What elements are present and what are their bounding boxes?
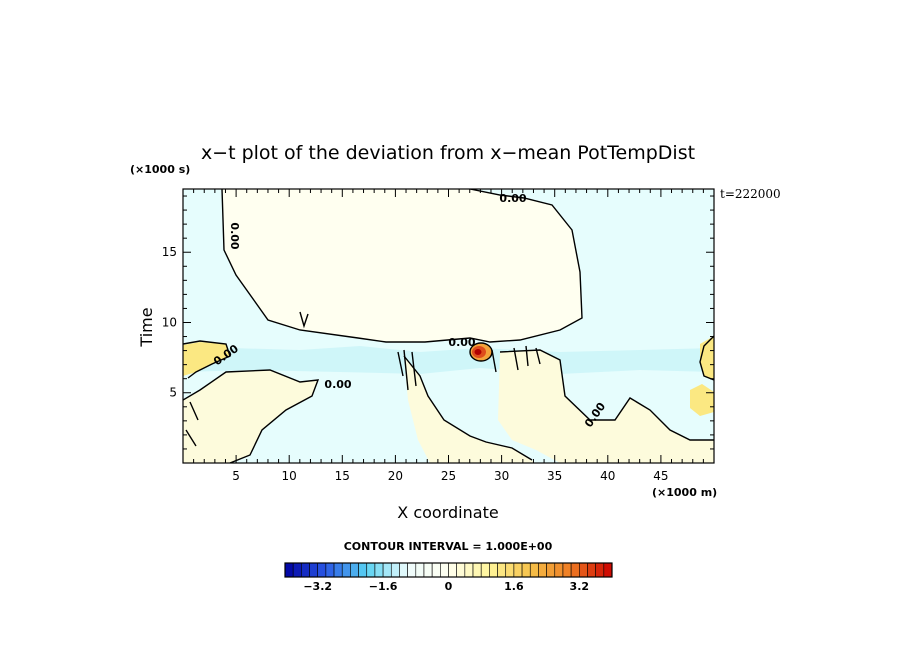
contour-label: 0.00 [448, 336, 475, 349]
colorbar-swatch [464, 562, 474, 578]
yellow-patch-bottom-right [690, 384, 714, 416]
contour-band-top [183, 340, 231, 379]
contour-upper [221, 189, 583, 343]
x-unit-label: (×1000 m) [652, 486, 717, 499]
colorbar-swatch [374, 562, 384, 578]
time-stamp: t=222000 [720, 187, 781, 201]
colorbar-swatch [497, 562, 507, 578]
yellow-patch-left [183, 342, 230, 376]
contour-right-edge [699, 335, 714, 381]
colorbar-swatch [472, 562, 482, 578]
colorbar-swatch [448, 562, 457, 578]
colorbar-swatch [366, 562, 376, 578]
colorbar-swatch [399, 562, 408, 578]
colorbar-tick-label: −3.2 [303, 580, 332, 593]
colorbar-swatch [603, 562, 613, 578]
contour-lower-center [403, 355, 533, 461]
colorbar [284, 562, 613, 578]
colorbar-swatch [292, 562, 302, 578]
colorbar-tick-label: 3.2 [570, 580, 590, 593]
warm-core-inner [474, 349, 482, 355]
colorbar-swatch [513, 562, 523, 578]
x-tick-label: 10 [282, 469, 297, 483]
colorbar-tick-label: 1.6 [504, 580, 524, 593]
warm-lower-right [498, 350, 714, 463]
x-tick-label: 20 [388, 469, 403, 483]
y-tick-label: 5 [169, 386, 177, 400]
colorbar-swatch [341, 562, 351, 578]
y-axis: 5 10 15 [162, 195, 714, 450]
colorbar-frame [284, 562, 613, 578]
contour-lower-left [183, 369, 320, 463]
colorbar-swatch [521, 562, 531, 578]
warm-lower-left [183, 370, 318, 463]
colorbar-swatch [480, 562, 490, 578]
x-tick-label: 30 [494, 469, 509, 483]
colorbar-swatch [538, 562, 547, 578]
colorbar-swatch [407, 562, 417, 578]
chart-title: x−t plot of the deviation from x−mean Po… [201, 142, 695, 164]
colorbar-swatch [431, 562, 441, 578]
colorbar-swatch [440, 562, 449, 578]
colorbar-swatch [587, 562, 596, 578]
colorbar-tick-label: −1.6 [369, 580, 398, 593]
colorbar-swatch [456, 562, 466, 578]
colorbar-swatch [301, 562, 310, 578]
cool-band [183, 346, 714, 374]
warm-lower-center [404, 356, 534, 463]
colorbar-tick-label: 0 [445, 580, 453, 593]
colorbar-swatch [350, 562, 359, 578]
x-tick-label: 5 [232, 469, 240, 483]
contour-lines [183, 189, 714, 463]
contour-spikes [185, 311, 541, 447]
colorbar-swatch [554, 562, 564, 578]
contour-label: 0.00 [228, 222, 241, 249]
colorbar-swatch [415, 562, 425, 578]
colorbar-swatch [317, 562, 327, 578]
colorbar-swatch [529, 562, 539, 578]
colorbar-swatch [309, 562, 318, 578]
colorbar-swatch [570, 562, 580, 578]
colorbar-swatch [382, 562, 392, 578]
colorbar-swatch [489, 562, 498, 578]
warm-upper-region [222, 189, 582, 342]
x-axis-label: X coordinate [397, 503, 498, 522]
x-tick-label: 40 [600, 469, 615, 483]
colorbar-swatch [505, 562, 515, 578]
contour-interval: CONTOUR INTERVAL = 1.000E+00 [344, 540, 553, 553]
colorbar-swatch [562, 562, 572, 578]
colorbar-swatch [390, 562, 400, 578]
colorbar-swatch [546, 562, 556, 578]
y-tick-label: 15 [162, 245, 177, 259]
colorbar-ticks: −3.2 −1.6 0 1.6 3.2 [303, 580, 589, 593]
contour-core-ring [469, 342, 493, 362]
y-axis-label: Time [137, 307, 156, 347]
y-unit-label: (×1000 s) [130, 163, 190, 176]
contour-label: 0.00 [499, 192, 526, 205]
contour-label: 0.00 [324, 378, 351, 391]
colorbar-swatch [423, 562, 433, 578]
x-tick-label: 15 [335, 469, 350, 483]
colorbar-swatch [595, 562, 605, 578]
colorbar-swatch [333, 562, 343, 578]
x-tick-label: 35 [547, 469, 562, 483]
x-axis: 5 10 15 20 25 30 35 40 45 [193, 189, 704, 483]
colorbar-swatch [578, 562, 588, 578]
colorbar-swatch [325, 562, 335, 578]
plot-area: 0.00 0.00 0.00 0.00 0.00 0.00 [183, 189, 714, 463]
x-tick-label: 25 [441, 469, 456, 483]
x-tick-label: 45 [653, 469, 668, 483]
y-tick-label: 10 [162, 315, 177, 329]
colorbar-swatch [358, 562, 368, 578]
contour-lower-right [499, 349, 714, 441]
colorbar-swatch [284, 562, 294, 578]
